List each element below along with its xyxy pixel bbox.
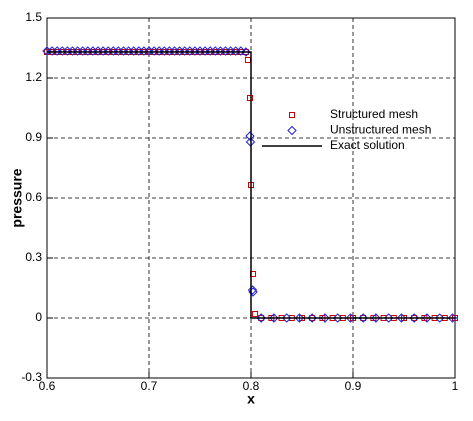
diamond-marker xyxy=(247,285,258,295)
diamond-marker xyxy=(281,313,292,323)
legend-marker xyxy=(289,112,295,118)
diamond-marker xyxy=(236,46,246,56)
legend-label: Exact solution xyxy=(330,138,405,152)
x-tick-label: 0.7 xyxy=(141,379,158,393)
diamond-marker xyxy=(332,313,343,323)
y-tick-label: 0.3 xyxy=(25,250,42,264)
x-tick-label: 0.8 xyxy=(243,379,260,393)
diamond-marker xyxy=(245,131,255,141)
diamond-marker xyxy=(396,313,407,323)
y-tick-label: 0.6 xyxy=(25,190,42,204)
diamond-marker xyxy=(358,313,368,323)
diamond-marker xyxy=(409,313,419,323)
y-tick-label: 1.2 xyxy=(25,70,42,84)
diamond-marker xyxy=(320,313,330,323)
diamond-marker xyxy=(256,313,266,323)
legend-label: Structured mesh xyxy=(330,107,418,121)
diamond-marker xyxy=(294,313,305,323)
diamond-marker xyxy=(241,47,251,57)
diamond-marker xyxy=(422,313,432,323)
diamond-marker xyxy=(434,313,445,323)
diamond-marker xyxy=(447,313,458,323)
diamond-marker xyxy=(345,313,356,323)
square-marker xyxy=(246,95,253,101)
diamond-marker xyxy=(371,313,381,323)
square-marker xyxy=(252,311,259,317)
y-tick-label: 1.5 xyxy=(25,10,42,24)
legend-marker xyxy=(287,125,297,136)
x-tick-label: 0.6 xyxy=(39,379,56,393)
legend-label: Unstructured mesh xyxy=(330,123,431,137)
y-axis-label: pressure xyxy=(9,168,25,227)
diamond-marker xyxy=(307,313,317,323)
y-tick-label: 0.9 xyxy=(25,130,42,144)
y-tick-label: 0 xyxy=(35,310,42,324)
square-marker xyxy=(244,57,251,63)
plot-frame xyxy=(46,17,456,379)
x-axis-label: x xyxy=(247,391,255,407)
line-series xyxy=(47,51,455,319)
diamond-marker xyxy=(269,313,279,323)
x-tick-label: 1 xyxy=(452,379,459,393)
x-tick-label: 0.9 xyxy=(345,379,362,393)
y-tick-label: -0.3 xyxy=(21,370,42,384)
diamond-marker xyxy=(383,313,394,323)
